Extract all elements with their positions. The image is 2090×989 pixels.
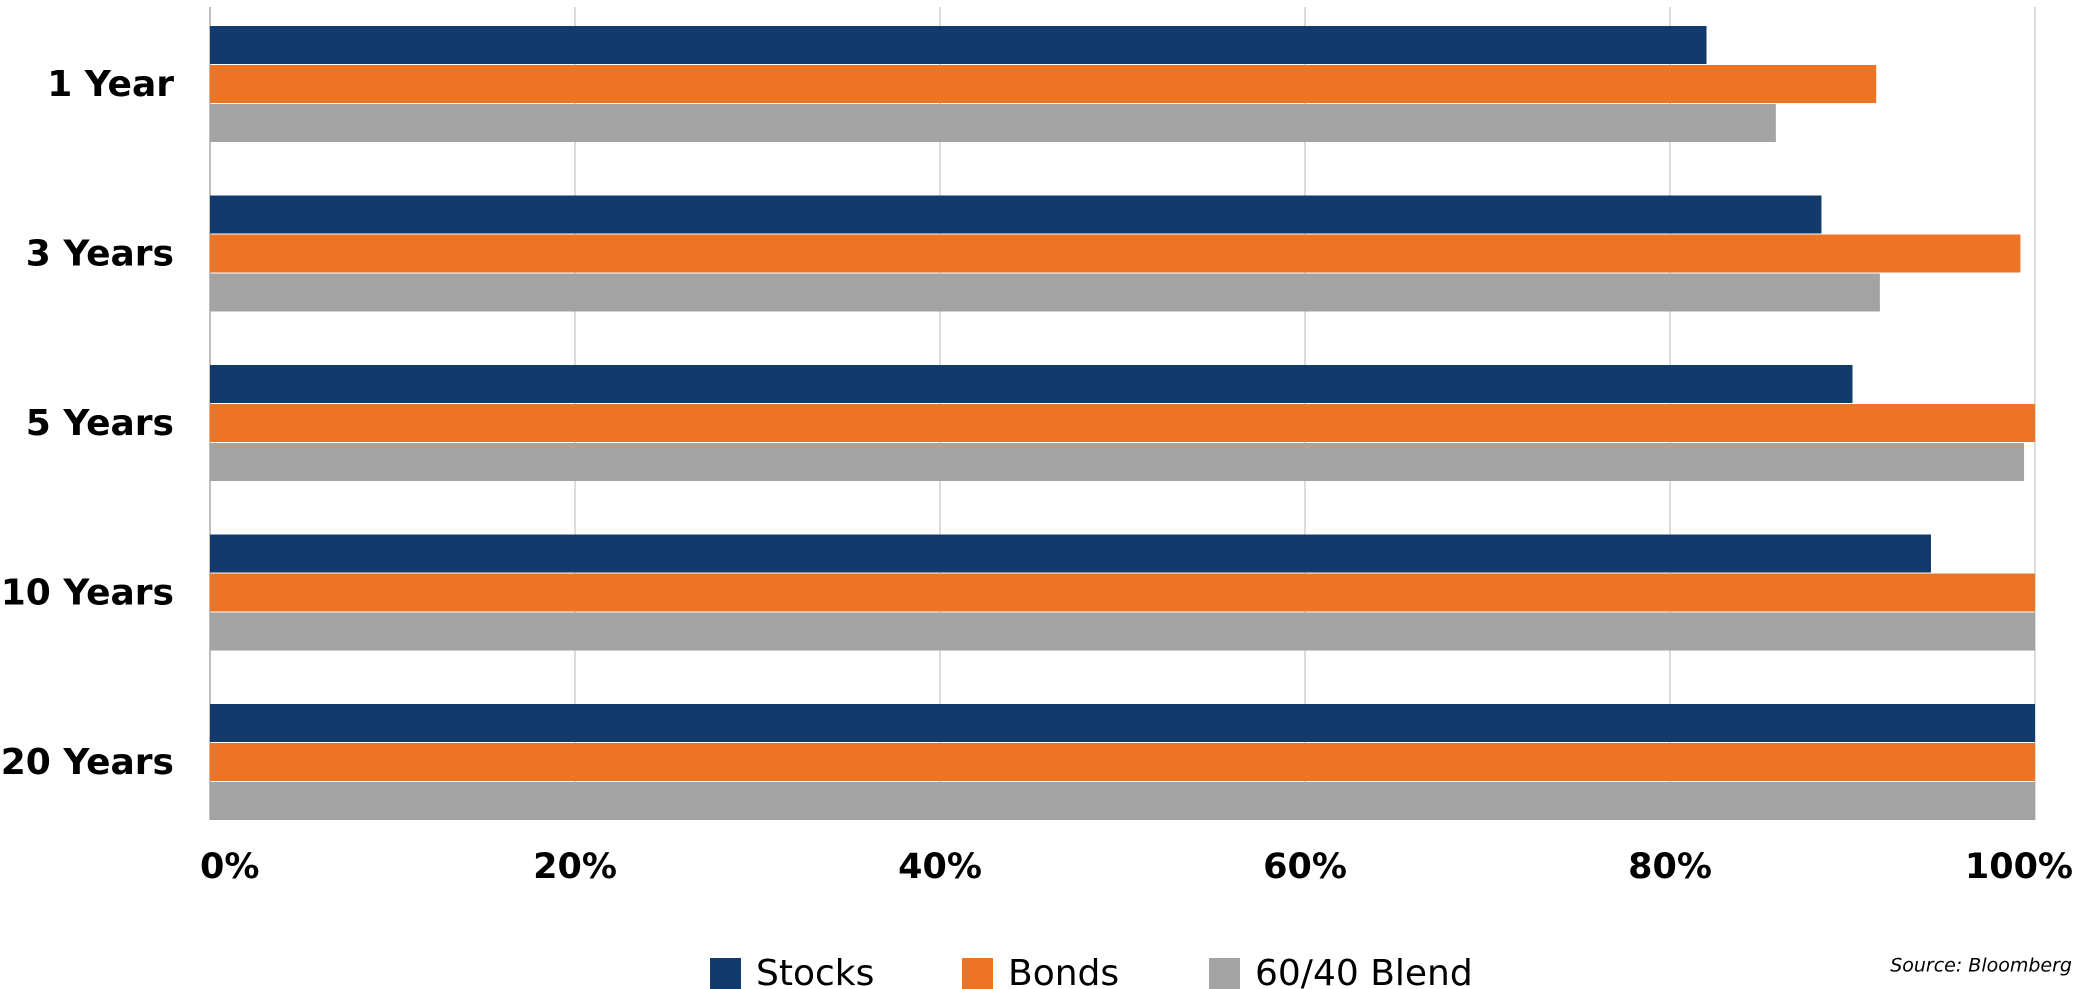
bar: [210, 704, 2035, 742]
legend-swatch: [1209, 958, 1240, 989]
bar: [210, 273, 1880, 312]
x-tick-label: 100%: [1965, 847, 2073, 887]
legend-swatch: [962, 958, 993, 989]
y-tick-label: 10 Years: [1, 573, 174, 614]
bar: [210, 65, 1877, 103]
legend-label: Bonds: [1008, 953, 1119, 989]
x-tick-label: 40%: [898, 847, 982, 887]
x-tick-label: 60%: [1263, 847, 1347, 887]
bar: [210, 26, 1707, 64]
bar: [210, 782, 2035, 820]
bar: [210, 404, 2035, 442]
legend-swatch: [710, 958, 741, 989]
bar: [210, 234, 2021, 273]
bar: [210, 612, 2035, 651]
bar: [210, 365, 1853, 403]
bar: [210, 195, 1822, 234]
x-tick-label: 20%: [533, 847, 617, 887]
bar: [210, 743, 2035, 781]
bar: [210, 104, 1776, 142]
bar: [210, 534, 1931, 573]
y-tick-label: 1 Year: [47, 64, 174, 105]
x-tick-label: 80%: [1628, 847, 1712, 887]
legend-label: 60/40 Blend: [1255, 953, 1473, 989]
x-tick-label: 0%: [200, 847, 259, 887]
source-note: Source: Bloomberg: [1890, 955, 2072, 977]
y-tick-label: 3 Years: [26, 234, 174, 275]
legend-label: Stocks: [756, 953, 874, 989]
bar: [210, 443, 2025, 481]
y-tick-label: 20 Years: [1, 742, 174, 783]
y-tick-label: 5 Years: [26, 403, 174, 444]
bar: [210, 573, 2035, 612]
